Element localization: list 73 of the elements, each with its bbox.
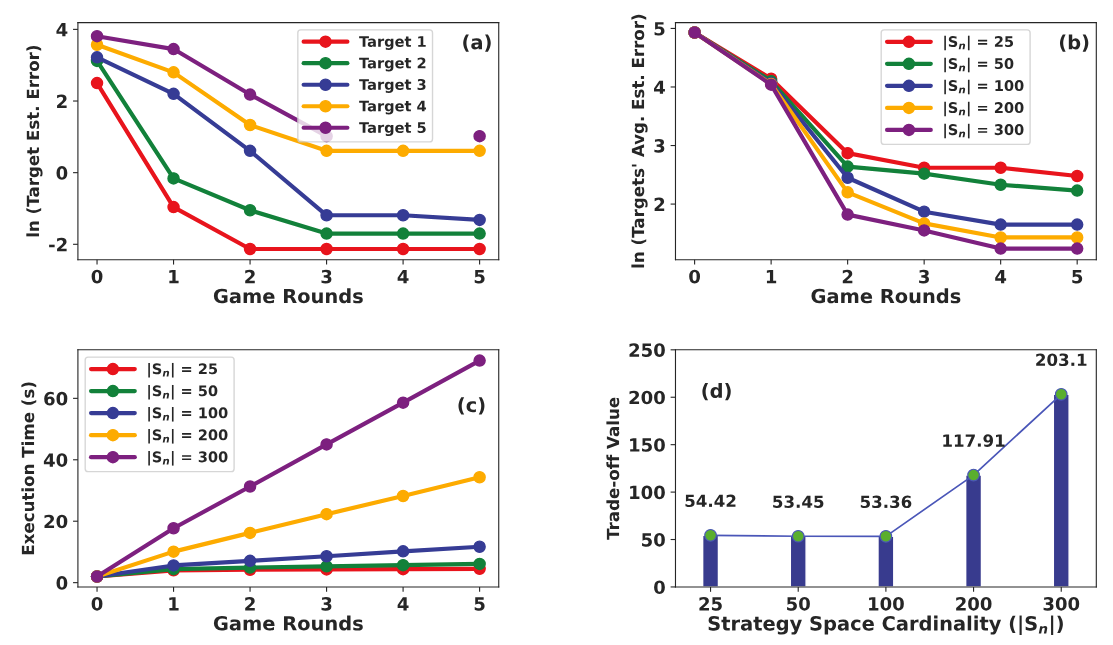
x-tick-label: 0 (689, 269, 701, 284)
annotation: (d) (702, 383, 731, 401)
legend-label: Target 4 (359, 100, 427, 115)
y-tick-label: 0 (56, 166, 68, 180)
x-tick-label: 5 (474, 597, 485, 611)
legend-label: |S$_{n}$| = 100 (148, 406, 228, 422)
legend-label: Target 5 (359, 122, 426, 137)
x-tick-label: 2 (245, 269, 255, 284)
legend-label: |S$_{n}$| = 300 (944, 123, 1024, 139)
y-tick-label: 4 (56, 23, 68, 37)
x-tick-label: 2 (245, 596, 255, 611)
y-tick-label: 2 (654, 197, 665, 211)
y-tick-label: 250 (629, 343, 665, 357)
x-tick-label: 1 (169, 597, 179, 611)
data-label: 117.91 (943, 434, 1005, 447)
y-tick-label: 0 (654, 580, 665, 595)
x-tick-label: 5 (1072, 269, 1083, 284)
x-axis-title: Strategy Space Cardinality (|S$_{n}$|) (708, 615, 1063, 635)
data-label: 53.45 (773, 495, 824, 509)
y-tick-label: 50 (642, 532, 665, 547)
x-axis-title: Game Rounds (811, 288, 961, 304)
y-tick-label: 3 (654, 138, 665, 153)
y-axis-title: Execution Time (s) (21, 382, 37, 555)
y-tick-label: 0 (56, 576, 68, 590)
x-tick-label: 200 (956, 596, 992, 611)
y-tick-label: 2 (57, 94, 67, 108)
x-tick-label: 25 (699, 596, 722, 611)
x-tick-label: 2 (842, 269, 853, 284)
legend-label: Target 1 (359, 36, 426, 50)
x-tick-label: 4 (995, 269, 1007, 284)
x-tick-label: 0 (91, 269, 103, 284)
x-tick-label: 3 (919, 269, 929, 284)
y-axis-title: ln (Targets' Avg. Est. Error) (631, 14, 648, 268)
y-tick-label: 60 (44, 391, 68, 406)
y-tick-label: 150 (630, 438, 665, 452)
y-axis-title: ln (Target Est. Error) (26, 45, 43, 237)
x-tick-label: 1 (169, 269, 179, 284)
x-tick-label: 3 (321, 596, 332, 611)
y-axis-title: Trade-off Value (606, 397, 620, 540)
x-tick-label: 0 (91, 596, 103, 611)
x-axis-title: Game Rounds (213, 288, 363, 304)
y-tick-label: 5 (654, 22, 665, 36)
legend-label: Target 2 (359, 57, 426, 72)
y-tick-label: 40 (43, 453, 68, 467)
legend-label: |S$_{n}$| = 25 (148, 362, 218, 378)
legend-label: |S$_{n}$| = 200 (148, 429, 228, 444)
y-tick-label: 20 (44, 514, 68, 529)
legend-label: |S$_{n}$| = 50 (148, 384, 218, 400)
x-tick-label: 4 (397, 597, 409, 611)
x-tick-label: 1 (766, 269, 777, 284)
annotation: (a) (463, 34, 491, 52)
x-tick-label: 3 (321, 269, 332, 284)
data-label: 54.42 (685, 494, 736, 508)
x-axis-title: Game Rounds (213, 615, 363, 631)
legend-label: |S$_{n}$| = 300 (148, 451, 228, 466)
y-tick-label: -2 (49, 237, 67, 252)
data-label: 53.36 (860, 495, 912, 509)
legend-label: |S$_{n}$| = 100 (944, 79, 1024, 95)
annotation: (b) (1059, 34, 1089, 52)
x-tick-label: 4 (397, 269, 409, 284)
legend-label: |S$_{n}$| = 25 (944, 35, 1014, 51)
legend-label: |S$_{n}$| = 50 (944, 57, 1014, 73)
x-tick-label: 300 (1043, 596, 1080, 611)
data-label: 203.1 (1036, 353, 1087, 367)
y-tick-label: 200 (629, 390, 665, 405)
y-tick-label: 100 (630, 485, 665, 500)
legend-label: Target 3 (359, 79, 426, 93)
y-tick-label: 4 (654, 80, 665, 94)
annotation: (c) (458, 397, 485, 415)
x-tick-label: 50 (787, 596, 810, 611)
x-tick-label: 5 (474, 269, 485, 284)
x-tick-label: 100 (869, 596, 904, 611)
legend-label: |S$_{n}$| = 200 (944, 101, 1024, 117)
